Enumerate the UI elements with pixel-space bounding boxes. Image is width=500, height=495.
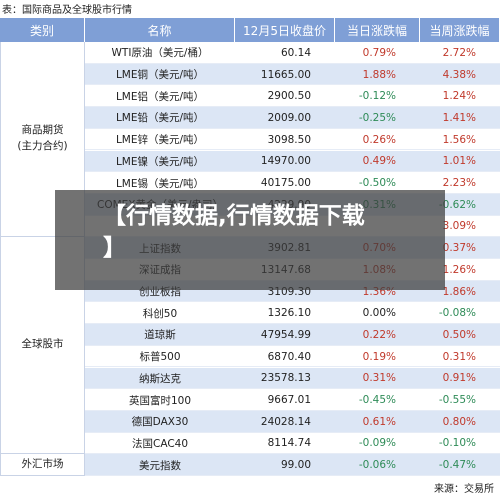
change-cell: 0.49% (362, 155, 396, 168)
banner-text: 【行情数据,行情数据下载 】 (103, 200, 433, 264)
row-bg (85, 128, 500, 151)
change-cell: 0.61% (362, 415, 396, 428)
change-cell: 0.80% (442, 415, 476, 428)
row-bg (85, 85, 500, 108)
price-cell: 2009.00 (267, 111, 311, 124)
name-cell: WTI原油（美元/桶） (111, 47, 209, 60)
change-cell: 0.37% (442, 242, 476, 255)
banner-line: 】 (103, 235, 126, 261)
group-cell: 外汇市场 (0, 454, 85, 476)
change-cell: -0.09% (358, 437, 396, 450)
price-cell: 1326.10 (267, 307, 311, 320)
row-bg (85, 389, 500, 411)
name-cell: 美元指数 (139, 459, 181, 472)
name-cell: LME铝（美元/吨） (115, 90, 205, 103)
price-cell: 47954.99 (260, 328, 311, 341)
row-bg (85, 367, 500, 390)
row-bg (85, 150, 500, 173)
change-cell: -0.47% (438, 459, 476, 472)
banner-line: 【行情数据,行情数据下载 (103, 203, 365, 229)
row-bg (85, 345, 500, 368)
change-cell: 0.22% (362, 328, 396, 341)
price-cell: 3098.50 (267, 133, 311, 146)
change-cell: 2.72% (442, 46, 476, 59)
price-cell: 24028.14 (260, 415, 311, 428)
change-cell: -0.25% (358, 111, 396, 124)
name-cell: LME锌（美元/吨） (115, 134, 205, 147)
change-cell: 2.23% (442, 177, 476, 190)
source: 来源：交易所 (434, 484, 494, 495)
row-bg (85, 454, 500, 476)
header-cell: 类别 (0, 18, 85, 42)
change-cell: -0.55% (438, 394, 476, 407)
caption: 表：国际商品及全球股市行情 (2, 5, 132, 16)
name-cell: 纳斯达克 (139, 372, 181, 385)
price-cell: 2900.50 (267, 90, 311, 103)
change-cell: 1.56% (442, 133, 476, 146)
row-bg (85, 42, 500, 64)
price-cell: 11665.00 (260, 68, 311, 81)
price-cell: 6870.40 (267, 350, 311, 363)
row-bg (85, 432, 500, 455)
change-cell: 3.09% (442, 220, 476, 233)
row-bg (85, 63, 500, 86)
change-cell: 0.79% (362, 46, 396, 59)
change-cell: -0.08% (438, 307, 476, 320)
name-cell: 德国DAX30 (131, 416, 189, 429)
price-cell: 99.00 (280, 459, 311, 472)
change-cell: -0.12% (358, 90, 396, 103)
change-cell: 0.31% (362, 372, 396, 385)
change-cell: 0.91% (442, 372, 476, 385)
name-cell: LME铅（美元/吨） (115, 112, 205, 125)
row-bg (85, 324, 500, 346)
price-cell: 40175.00 (260, 177, 311, 190)
price-cell: 14970.00 (260, 155, 311, 168)
change-cell: 1.01% (442, 155, 476, 168)
name-cell: LME锡（美元/吨） (115, 177, 205, 190)
name-cell: LME镍（美元/吨） (115, 155, 205, 168)
name-cell: 英国富时100 (128, 394, 192, 407)
change-cell: 0.50% (442, 328, 476, 341)
row-bg (85, 107, 500, 129)
change-cell: -0.45% (358, 394, 396, 407)
change-cell: 1.41% (442, 111, 476, 124)
price-cell: 23578.13 (260, 372, 311, 385)
change-cell: 0.26% (362, 133, 396, 146)
change-cell: 0.00% (362, 307, 396, 320)
change-cell: -0.62% (438, 198, 476, 211)
header-cell: 当日涨跌幅 (335, 18, 420, 42)
header-cell: 名称 (85, 18, 235, 42)
header-cell: 当周涨跌幅 (420, 18, 500, 42)
change-cell: 1.24% (442, 90, 476, 103)
price-cell: 60.14 (280, 46, 311, 59)
name-cell: 科创50 (142, 307, 178, 320)
change-cell: 4.38% (442, 68, 476, 81)
change-cell: 1.86% (442, 285, 476, 298)
change-cell: 0.19% (362, 350, 396, 363)
change-cell: -0.06% (358, 459, 396, 472)
name-cell: LME铜（美元/吨） (115, 69, 205, 82)
change-cell: -0.10% (438, 437, 476, 450)
name-cell: 法国CAC40 (131, 437, 189, 450)
price-cell: 9667.01 (267, 394, 311, 407)
header-cell: 12月5日收盘价 (235, 18, 335, 42)
change-cell: 0.31% (442, 350, 476, 363)
row-bg (85, 302, 500, 325)
banner-overlay (55, 190, 445, 290)
change-cell: 1.88% (362, 68, 396, 81)
name-cell: 道琼斯 (144, 329, 176, 342)
change-cell: 1.26% (442, 263, 476, 276)
row-bg (85, 410, 500, 433)
change-cell: -0.50% (358, 177, 396, 190)
name-cell: 标普500 (139, 351, 181, 364)
price-cell: 8114.74 (267, 437, 311, 450)
